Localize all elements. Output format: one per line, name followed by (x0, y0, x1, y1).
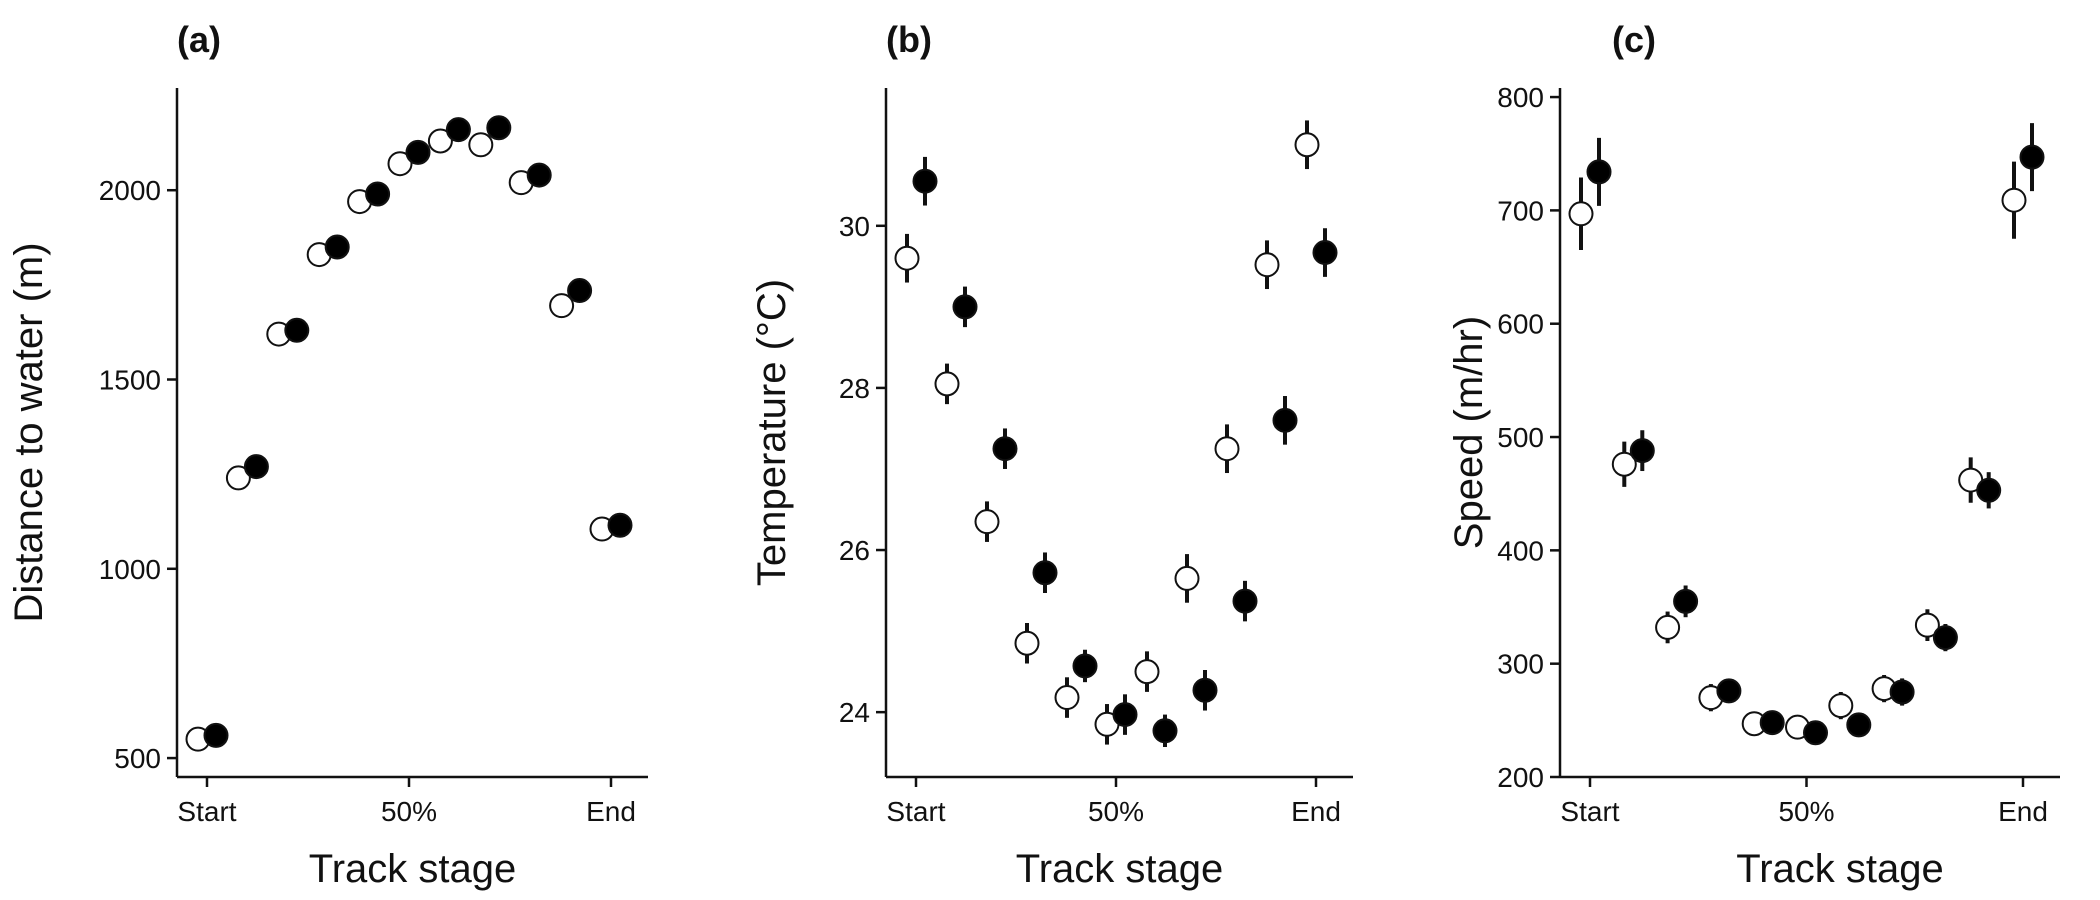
panel-a: (a) 500 1000 1500 2000 Start 50% End Track stage… (7, 19, 648, 891)
filled-point (1976, 477, 2002, 503)
y-axis-title: Speed (m/hr) (1447, 316, 1491, 549)
filled-point (1312, 240, 1338, 266)
x-tick-label: Start (886, 796, 945, 827)
y-tick-label: 28 (839, 373, 870, 404)
filled-point (1629, 438, 1655, 464)
open-point (549, 293, 575, 319)
filled-point (1889, 679, 1915, 705)
y-tick-label: 500 (114, 743, 161, 774)
panel-label: (a) (177, 19, 221, 60)
panel-b: (b) 24 26 28 30 Start 50% End Track stage Tempera… (750, 19, 1353, 891)
x-tick-label: Start (1560, 796, 1619, 827)
open-point (427, 128, 453, 154)
x-tick-label: 50% (1088, 796, 1144, 827)
y-tick-label: 800 (1497, 82, 1544, 113)
open-point (1828, 693, 1854, 719)
filled-point (952, 294, 978, 320)
open-point (1014, 630, 1040, 656)
filled-point (2019, 144, 2045, 170)
filled-point (203, 722, 229, 748)
filled-point (1112, 702, 1138, 728)
x-tick-label: Start (177, 796, 236, 827)
x-tick-label: End (1998, 796, 2048, 827)
filled-point (1272, 407, 1298, 433)
filled-point (526, 162, 552, 188)
filled-point (486, 115, 512, 141)
y-tick-label: 200 (1497, 762, 1544, 793)
y-axis-title: Distance to water (m) (7, 242, 51, 622)
filled-point (912, 168, 938, 194)
open-point (1134, 659, 1160, 685)
filled-point (607, 512, 633, 538)
filled-point (324, 234, 350, 260)
filled-point (405, 139, 431, 165)
filled-point (1192, 677, 1218, 703)
filled-point (1759, 710, 1785, 736)
open-point (1214, 436, 1240, 462)
open-point (225, 465, 251, 491)
y-tick-label: 400 (1497, 535, 1544, 566)
y-tick-label: 700 (1497, 195, 1544, 226)
y-axis-title: Temperature (°C) (750, 279, 794, 586)
x-tick-label: End (586, 796, 636, 827)
filled-point (1586, 159, 1612, 185)
panel-c: (c) 200 300 400 500 600 700 800 Start 50% End Track… (1447, 19, 2060, 891)
y-tick-label: 500 (1497, 422, 1544, 453)
open-point (2001, 187, 2027, 213)
y-tick-label: 26 (839, 535, 870, 566)
filled-point (1716, 678, 1742, 704)
filled-point (1032, 560, 1058, 586)
open-point (1611, 451, 1637, 477)
x-tick-label: 50% (1778, 796, 1834, 827)
filled-point (365, 181, 391, 207)
open-point (1294, 132, 1320, 158)
y-tick-label: 1500 (99, 365, 161, 396)
open-point (1174, 565, 1200, 591)
open-point (1254, 252, 1280, 278)
filled-point (1072, 653, 1098, 679)
open-point (387, 151, 413, 177)
filled-point (1232, 588, 1258, 614)
filled-point (284, 317, 310, 343)
y-tick-label: 600 (1497, 309, 1544, 340)
x-axis-title: Track stage (1736, 847, 1943, 891)
filled-point (1846, 712, 1872, 738)
x-tick-label: 50% (381, 796, 437, 827)
open-point (1568, 201, 1594, 227)
open-point (468, 132, 494, 158)
filled-point (567, 278, 593, 304)
x-axis-title: Track stage (1016, 847, 1223, 891)
open-point (894, 245, 920, 271)
filled-point (1152, 718, 1178, 744)
open-point (1054, 685, 1080, 711)
y-tick-label: 2000 (99, 175, 161, 206)
y-tick-label: 24 (839, 697, 870, 728)
open-point (974, 509, 1000, 535)
open-point (1655, 614, 1681, 640)
open-point (934, 371, 960, 397)
filled-point (1932, 625, 1958, 651)
x-tick-label: End (1291, 796, 1341, 827)
filled-point (1803, 720, 1828, 746)
y-tick-label: 300 (1497, 649, 1544, 680)
y-tick-label: 30 (839, 211, 870, 242)
panel-label: (c) (1612, 19, 1656, 60)
y-tick-label: 1000 (99, 554, 161, 585)
open-point (1914, 612, 1940, 638)
filled-point (243, 454, 269, 480)
panel-label: (b) (886, 19, 932, 60)
filled-point (445, 117, 471, 143)
x-axis-title: Track stage (309, 847, 516, 891)
filled-point (1673, 588, 1699, 614)
filled-point (992, 436, 1018, 462)
